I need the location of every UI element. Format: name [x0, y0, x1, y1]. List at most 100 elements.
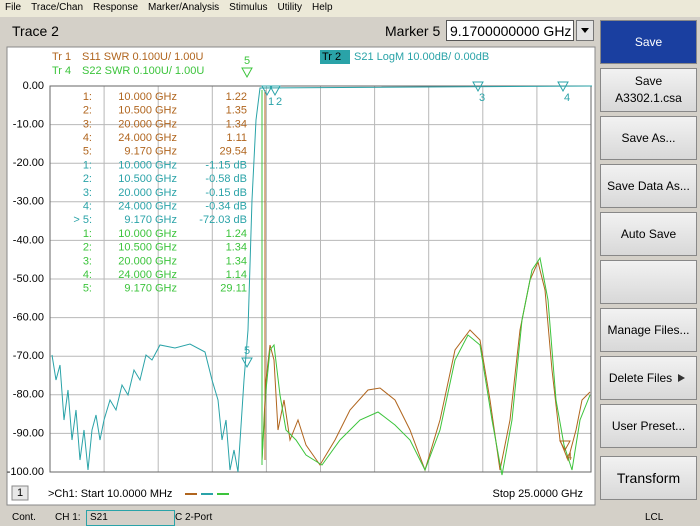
marker-freq: 10.000 GHz — [118, 91, 177, 103]
softkey-panel: Save Save A3302.1.csa Save As... Save Data A… — [598, 18, 700, 508]
menu-item[interactable]: File — [5, 2, 22, 13]
softkey[interactable]: Save Data As... — [600, 164, 697, 208]
marker-freq: 10.000 GHz — [118, 228, 177, 240]
marker-number: 3: — [83, 255, 92, 267]
marker-number: 4: — [83, 132, 92, 144]
marker-value: -0.15 dB — [205, 187, 247, 199]
trace-title: Trace 2 — [12, 23, 59, 39]
marker-flag — [269, 85, 281, 97]
legend-tr2: S21 LogM 10.00dB/ 0.00dB — [354, 51, 489, 63]
legend-tr1-tag: Tr 1 — [52, 51, 71, 63]
marker-number: 4: — [83, 201, 92, 213]
marker-flag-label: 5 — [244, 55, 250, 67]
marker-freq: 24.000 GHz — [118, 269, 177, 281]
dropdown-arrow — [581, 28, 589, 33]
toolbar: Trace 2 Marker 5 9.1700000000 GHz — [0, 18, 598, 45]
softkey[interactable] — [600, 260, 697, 304]
marker-freq: 24.000 GHz — [118, 132, 177, 144]
softkey[interactable]: Manage Files... — [600, 308, 697, 352]
marker-value: 1.14 — [226, 269, 247, 281]
status-param: S21 — [86, 510, 175, 526]
status-bar: Cont. CH 1: S21 C 2-Port LCL — [0, 510, 700, 526]
marker-number: 3: — [83, 118, 92, 130]
menu-item[interactable]: Response — [93, 2, 139, 13]
marker-number: 1: — [83, 91, 92, 103]
marker-freq: 9.170 GHz — [124, 214, 177, 226]
menu-item[interactable]: Marker/Analysis — [148, 2, 220, 13]
softkey-label: Save Data As... — [607, 178, 690, 193]
marker-freq: 9.170 GHz — [124, 283, 177, 295]
marker-number: 3: — [83, 187, 92, 199]
softkey[interactable]: Save A3302.1.csa — [600, 68, 697, 112]
softkey[interactable]: Delete Files — [600, 356, 697, 400]
marker-freq: 10.500 GHz — [118, 105, 177, 117]
marker-number: 5: — [83, 146, 92, 158]
y-axis-label: -40.00 — [13, 234, 44, 246]
softkey-label: Save — [634, 74, 663, 88]
legend-tr4-tag: Tr 4 — [52, 65, 71, 77]
y-axis-label: -70.00 — [13, 350, 44, 362]
marker-number: 2: — [83, 105, 92, 117]
trace-s22 — [261, 256, 591, 476]
marker-freq: 20.000 GHz — [118, 187, 177, 199]
softkey[interactable]: Auto Save — [600, 212, 697, 256]
dropdown-button[interactable] — [576, 20, 594, 41]
softkey[interactable]: Save As... — [600, 116, 697, 160]
marker-flag-label: 4 — [564, 92, 570, 104]
y-axis-label: -10.00 — [13, 119, 44, 131]
marker-value: -0.34 dB — [205, 201, 247, 213]
softkey[interactable]: Transform — [600, 456, 697, 500]
marker-value: 1.34 — [226, 242, 247, 254]
marker-freq: 20.000 GHz — [118, 255, 177, 267]
softkey-label: Save — [634, 34, 663, 49]
softkey-label: Save As... — [621, 130, 676, 145]
menu-item[interactable]: Trace/Chan — [31, 2, 83, 13]
marker-value: -1.15 dB — [205, 159, 247, 171]
marker-flag-label: 5 — [244, 345, 250, 357]
softkey-label: Manage Files... — [607, 322, 690, 337]
marker-flag — [472, 81, 484, 93]
softkey[interactable]: User Preset... — [600, 404, 697, 448]
softkey-label: A3302.1.csa — [615, 91, 682, 105]
stop-freq: Stop 25.0000 GHz — [492, 488, 583, 500]
menu-item[interactable]: Help — [311, 2, 333, 13]
y-axis-label: -90.00 — [13, 427, 44, 439]
channel-number: 1 — [17, 487, 23, 499]
marker-value: 29.11 — [220, 283, 247, 295]
marker-value: 1.34 — [226, 118, 247, 130]
trace-s21 — [51, 85, 593, 473]
marker-flag-label: 3 — [479, 92, 485, 104]
y-axis-label: -20.00 — [13, 157, 44, 169]
status-channel: CH 1: — [55, 512, 81, 523]
marker-freq: 10.500 GHz — [118, 173, 177, 185]
start-freq: >Ch1: Start 10.0000 MHz — [48, 488, 172, 500]
marker-number: 1: — [83, 159, 92, 171]
marker-label: Marker 5 — [385, 23, 441, 39]
marker-number: 5: — [83, 283, 92, 295]
softkey-label: Transform — [616, 469, 681, 486]
softkey[interactable]: Save — [600, 20, 697, 64]
legend-tr1: S11 SWR 0.100U/ 1.00U — [82, 51, 204, 63]
marker-input[interactable]: 9.1700000000 GHz — [446, 20, 574, 41]
marker-number: 4: — [83, 269, 92, 281]
y-axis-label: 0.00 — [23, 80, 44, 92]
plot: 0.00 -10.00 -20.00 -30.00 -40.00 -50.00 -60.00… — [0, 46, 598, 508]
ref-state: LCL — [645, 512, 664, 523]
arrow-shape — [678, 374, 686, 382]
marker-number: 2: — [83, 242, 92, 254]
y-axis-label: -80.00 — [13, 389, 44, 401]
marker-flag — [241, 357, 253, 369]
marker-flag — [241, 67, 253, 79]
marker-freq: 10.500 GHz — [118, 242, 177, 254]
menu-item[interactable]: Stimulus — [229, 2, 268, 13]
marker-value: 29.54 — [219, 146, 247, 158]
marker-flag-label: 4 — [566, 451, 572, 463]
marker-value: 1.24 — [226, 228, 247, 240]
cal-state: C 2-Port — [175, 512, 213, 523]
menu-item[interactable]: Utility — [277, 2, 302, 13]
softkey-label: User Preset... — [611, 418, 686, 433]
y-axis-label: -60.00 — [13, 312, 44, 324]
sweep-mode: Cont. — [12, 512, 36, 523]
marker-number: 2: — [83, 173, 92, 185]
